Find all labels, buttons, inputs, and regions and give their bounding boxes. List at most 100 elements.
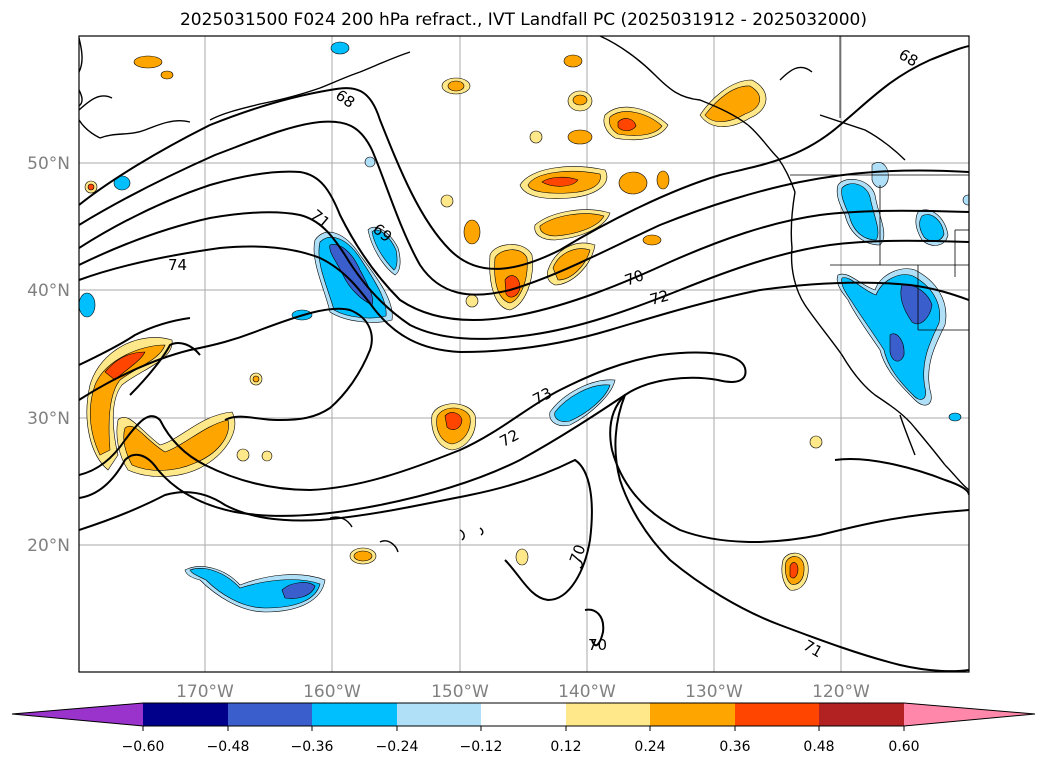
colorbar-tick-label: 0.24 xyxy=(634,739,665,755)
anomaly-patch xyxy=(133,55,163,69)
anomaly-patch xyxy=(440,194,454,208)
colorbar-cell xyxy=(312,703,397,726)
anomaly-fills xyxy=(79,41,969,613)
colorbar-tick-label: −0.36 xyxy=(291,739,334,755)
anomaly-patch xyxy=(281,582,316,599)
contour-label: 72 xyxy=(497,426,522,451)
map-area: 68 68 69 71 74 70 72 73 72 70 70 71 xyxy=(79,36,969,672)
colorbar-tick-label: 0.60 xyxy=(888,739,919,755)
anomaly-patch xyxy=(552,248,591,281)
colorbar-tick-label: 0.36 xyxy=(719,739,750,755)
anomaly-patch xyxy=(261,450,273,462)
anomaly-patch xyxy=(618,171,648,195)
anomaly-patch xyxy=(704,85,760,122)
anomaly-patch xyxy=(789,562,799,579)
colorbar-tick-label: 0.48 xyxy=(803,739,834,755)
lon-tick-label: 140°W xyxy=(558,682,616,702)
colorbar-cell xyxy=(735,703,819,726)
contour-70 xyxy=(79,458,593,602)
anomaly-patch xyxy=(948,412,962,422)
contour-72b xyxy=(79,317,201,396)
lat-tick-label: 50°N xyxy=(27,154,70,174)
anomaly-patch xyxy=(900,284,933,325)
lon-tick-label: 130°W xyxy=(685,682,743,702)
colorbar-tick-label: −0.48 xyxy=(207,739,250,755)
anomaly-patch xyxy=(79,292,96,318)
lat-tick-label: 40°N xyxy=(27,281,70,301)
lat-tick-labels: 50°N 40°N 30°N 20°N xyxy=(27,154,70,556)
anomaly-patch xyxy=(515,548,529,566)
contour-74 xyxy=(79,245,969,354)
anomaly-patch xyxy=(539,213,605,237)
anomaly-patch xyxy=(962,194,969,206)
lat-tick-label: 20°N xyxy=(27,536,70,556)
anomaly-patch xyxy=(353,550,373,562)
anomaly-patch xyxy=(529,130,543,144)
colorbar-tick-label: 0.12 xyxy=(550,739,581,755)
anomaly-patch xyxy=(236,448,250,462)
anomaly-patch xyxy=(642,234,662,246)
anomaly-patch xyxy=(371,230,398,271)
anomaly-patch xyxy=(87,183,95,191)
contour-70c xyxy=(584,608,605,647)
anomaly-patch xyxy=(330,41,350,55)
boundaries xyxy=(790,36,969,331)
colorbar-cell xyxy=(228,703,312,726)
contour-label: 70 xyxy=(566,542,589,566)
colorbar-cell xyxy=(650,703,735,726)
colorbar-cell xyxy=(904,703,1035,726)
colorbar: −0.60 −0.48 −0.36 −0.24 −0.12 0.12 0.24 … xyxy=(11,702,1036,755)
anomaly-patch xyxy=(656,170,670,190)
colorbar-tick-label: −0.12 xyxy=(460,739,503,755)
anomaly-patch xyxy=(447,80,465,92)
colorbar-tick-label: −0.24 xyxy=(376,739,419,755)
contour-71 xyxy=(79,170,969,321)
contour-label: 72 xyxy=(648,287,671,309)
colorbar-tick-labels: −0.60 −0.48 −0.36 −0.24 −0.12 0.12 0.24 … xyxy=(122,739,920,755)
contour-ring xyxy=(834,458,969,496)
colorbar-cell xyxy=(143,703,228,726)
anomaly-patch xyxy=(123,419,229,471)
anomaly-patch xyxy=(113,175,131,191)
colorbar-ticks xyxy=(142,726,905,731)
lat-tick-label: 30°N xyxy=(27,409,70,429)
lon-tick-label: 160°W xyxy=(303,682,361,702)
anomaly-patch xyxy=(364,156,376,168)
anomaly-patch xyxy=(504,275,521,298)
contour-73 xyxy=(79,351,969,543)
anomaly-patch xyxy=(104,351,146,381)
anomaly-patch xyxy=(160,70,174,80)
colorbar-cell xyxy=(819,703,904,726)
lon-tick-label: 170°W xyxy=(176,682,234,702)
contour-label: 71 xyxy=(307,206,333,232)
anomaly-patch xyxy=(465,294,479,308)
anomaly-patch xyxy=(809,435,823,449)
contour-70b xyxy=(614,394,969,672)
contour-69 xyxy=(79,120,969,296)
anomaly-patch xyxy=(541,176,579,187)
refractivity-contours xyxy=(79,45,969,672)
colorbar-cell xyxy=(481,703,566,726)
colorbar-cell xyxy=(566,703,650,726)
contour-72c xyxy=(79,394,626,517)
colorbar-tick-label: −0.60 xyxy=(122,739,165,755)
contour-label: 70 xyxy=(622,266,646,289)
anomaly-patch xyxy=(572,94,588,106)
contour-72 xyxy=(79,307,373,422)
contour-label: 74 xyxy=(168,256,187,274)
anomaly-patch xyxy=(444,412,463,430)
map-title: 2025031500 F024 200 hPa refract., IVT La… xyxy=(179,10,867,30)
coastlines xyxy=(79,36,969,569)
anomaly-patch xyxy=(617,118,637,131)
colorbar-cell xyxy=(12,703,143,726)
anomaly-patch xyxy=(889,333,905,362)
anomaly-patch xyxy=(563,54,583,68)
colorbar-cell xyxy=(397,703,481,726)
contour-68 xyxy=(79,45,969,270)
anomaly-patch xyxy=(463,219,481,245)
anomaly-patch xyxy=(554,384,611,422)
contour-label: 70 xyxy=(588,636,607,654)
anomaly-patch xyxy=(252,375,260,383)
map-frame xyxy=(78,35,970,673)
